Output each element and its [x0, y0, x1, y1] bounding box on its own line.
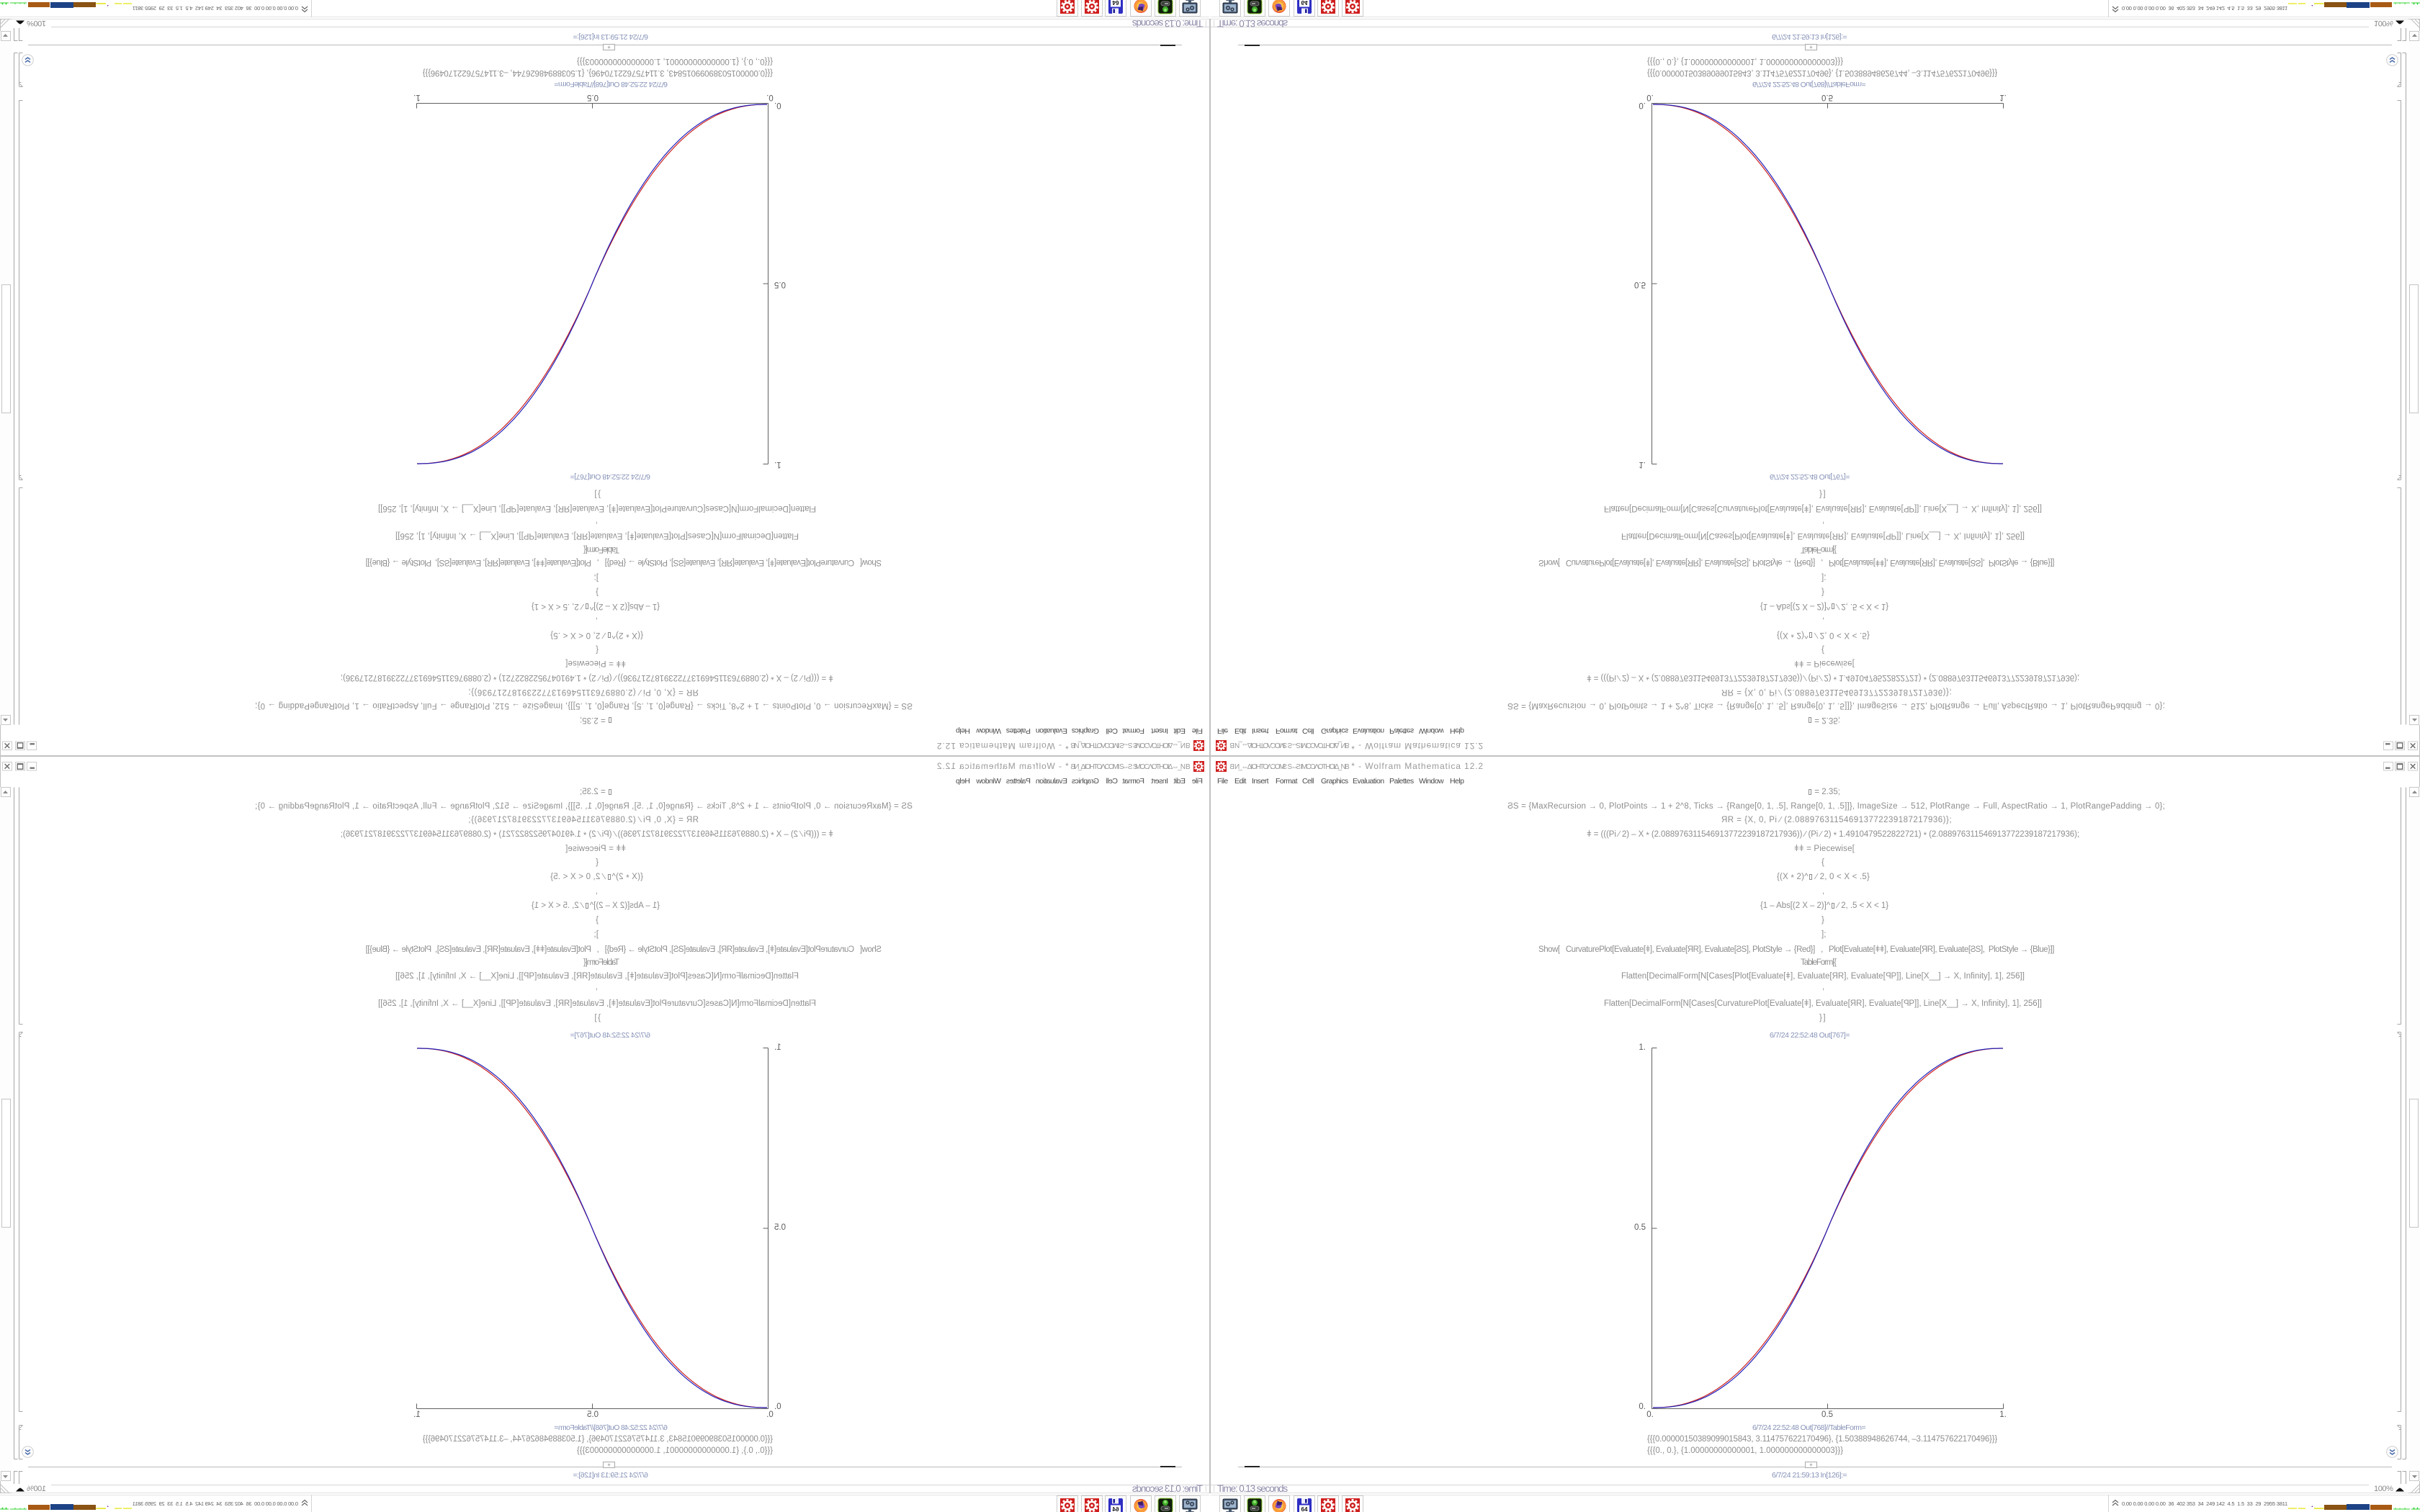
svg-text:64: 64	[1301, 0, 1308, 6]
svg-text:64: 64	[1112, 1506, 1119, 1512]
svg-text:64: 64	[1301, 1506, 1308, 1512]
svg-text:64: 64	[1112, 0, 1119, 6]
